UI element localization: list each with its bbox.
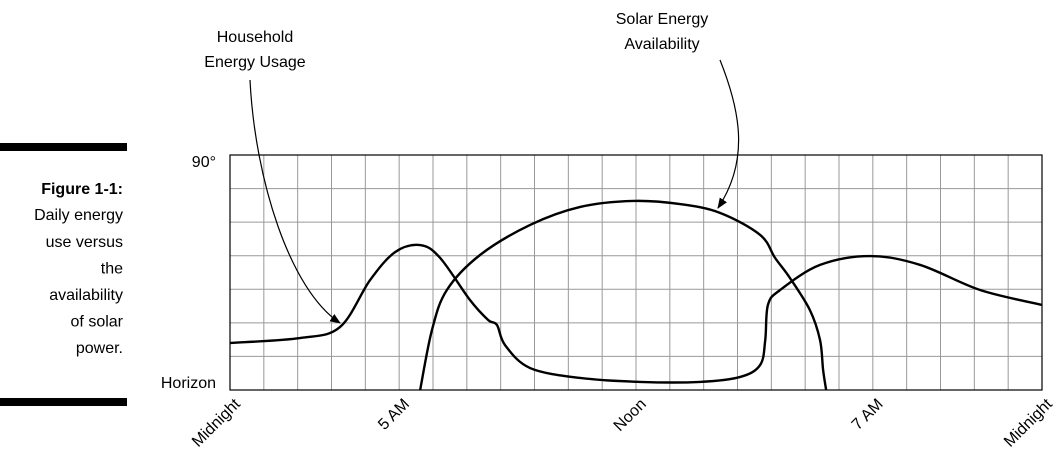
caption-line: power. <box>76 340 123 357</box>
y-tick-label: Horizon <box>161 375 216 392</box>
caption-bar <box>0 143 127 151</box>
x-tick-label: 5 AM <box>375 396 413 434</box>
x-tick-label: Midnight <box>189 395 244 450</box>
x-tick-label: 7 AM <box>849 396 887 434</box>
caption-line: of solar <box>71 314 124 331</box>
grid <box>229 154 1043 391</box>
annotation: Solar Energy <box>616 11 709 28</box>
annotation-arrow <box>249 79 341 324</box>
annotation-arrow <box>717 59 740 209</box>
caption-bar <box>0 398 127 406</box>
curve <box>229 243 1043 384</box>
caption-line: Daily energy <box>34 207 123 224</box>
annotation: Energy Usage <box>204 54 305 71</box>
x-tick-label: Midnight <box>1001 395 1056 450</box>
x-tick-label: Noon <box>611 396 650 435</box>
caption-label: Figure 1-1: <box>41 181 123 198</box>
plot-frame <box>229 154 1043 391</box>
annotation: Availability <box>624 36 699 53</box>
annotation: Household <box>217 29 294 46</box>
curve <box>418 199 828 391</box>
caption-line: the <box>101 260 123 277</box>
caption-line: availability <box>49 287 123 304</box>
caption-line: use versus <box>46 234 123 251</box>
y-tick-label: 90° <box>192 154 216 171</box>
